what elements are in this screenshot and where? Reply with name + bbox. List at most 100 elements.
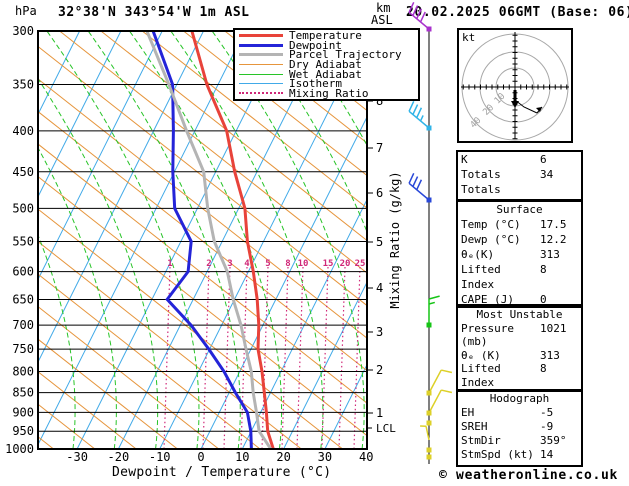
hodograph-box: 10 20 40 kt <box>457 28 573 143</box>
legend-label: Wet Adiabat <box>289 67 362 81</box>
dry-adiabat-line <box>38 273 261 449</box>
temp-tick-label: -10 <box>149 450 171 464</box>
pressure-tick-label: 1000 <box>5 442 34 456</box>
temp-tick-label: -20 <box>108 450 130 464</box>
isotherm-line <box>200 115 367 449</box>
panel-row: θₑ(K) 313 <box>458 247 581 262</box>
pressure-tick-label: 900 <box>12 405 34 419</box>
wind-barb <box>426 389 453 416</box>
parcel-trajectory-curve <box>145 31 273 449</box>
legend-label: Dry Adiabat <box>289 57 362 71</box>
panel-row: StmDir 359° <box>458 434 581 448</box>
dry-adiabat-line <box>0 31 12 449</box>
mixing-ratio-value-label: 15 <box>323 259 334 269</box>
panel-row-label: CAPE (J) <box>461 293 514 306</box>
isotherm-line <box>241 198 367 449</box>
station-title: 32°38'N 343°54'W 1m ASL <box>58 5 250 20</box>
hodograph-ring-label: 10 <box>493 92 508 107</box>
wind-barb <box>426 454 432 460</box>
isotherm-line <box>38 31 163 281</box>
mixing-ratio-line <box>321 266 329 449</box>
panel-row: StmSpd (kt) 14 <box>458 448 581 462</box>
panel-row-label: StmSpd (kt) <box>461 448 534 461</box>
legend-label: Isotherm <box>289 77 342 91</box>
legend-item: Wet Adiabat <box>235 67 418 81</box>
panel-row-value: -9 <box>540 420 554 433</box>
wet-adiabat-line <box>38 146 117 449</box>
panel-row: θₑ (K) 313 <box>458 349 581 363</box>
mixing-ratio-value-label: 4 <box>244 259 250 269</box>
panel-row-value: 359° <box>540 434 567 447</box>
temp-tick-label: -30 <box>66 450 88 464</box>
legend-item: Parcel Trajectory <box>235 48 418 62</box>
pressure-tick-label: 850 <box>12 386 34 400</box>
hodograph-unit-label: kt <box>462 31 476 44</box>
km-tick-label: 1 <box>376 406 383 420</box>
pressure-tick-label: 350 <box>12 78 34 92</box>
km-tick-label: 7 <box>376 141 383 155</box>
panel-row: Lifted Index 8 <box>458 362 581 389</box>
wet-adiabat-line <box>46 31 200 449</box>
dewpoint-curve <box>151 31 253 449</box>
legend-label: Parcel Trajectory <box>289 48 402 62</box>
run-datetime: 20.02.2025 06GMT (Base: 06) <box>406 5 629 20</box>
panel-row: Pressure (mb) 1021 <box>458 322 581 349</box>
legend-label: Mixing Ratio <box>289 86 369 100</box>
panel-row-value: 6 <box>540 153 547 166</box>
panel-row-value: 313 <box>540 248 560 261</box>
panel-row: EH -5 <box>458 406 581 420</box>
panel-row-label: K <box>461 153 468 166</box>
isotherm-line <box>38 31 246 446</box>
pressure-axis-unit: hPa <box>15 4 37 18</box>
hodograph-trace-arrowhead <box>536 107 542 112</box>
legend-swatch-mixing-ratio <box>239 92 283 95</box>
dry-adiabat-line <box>59 31 367 274</box>
temperature-curve <box>190 31 275 449</box>
panel-row-value: 34 <box>540 168 554 181</box>
isotherm-line <box>324 363 367 449</box>
panel-row-label: Pressure (mb) <box>461 321 514 349</box>
wind-barb <box>426 295 440 328</box>
pressure-tick-label: 450 <box>12 165 34 179</box>
isotherm-line <box>283 281 367 449</box>
legend-item: Dewpoint <box>235 40 418 51</box>
legend-item: Temperature <box>235 30 418 41</box>
pressure-tick-label: 800 <box>12 365 34 379</box>
altitude-axis-unit-asl: ASL <box>371 13 393 27</box>
wind-barb <box>408 2 432 32</box>
mixing-ratio-value-label: 2 <box>206 259 211 269</box>
legend-swatch-dry-adiabat <box>239 63 283 65</box>
pressure-tick-label: 400 <box>12 124 34 138</box>
temp-tick-label: 10 <box>235 450 249 464</box>
legend-item: Dry Adiabat <box>235 57 418 71</box>
panel-row: Lifted Index 8 <box>458 262 581 292</box>
panel-box-title: Hodograph <box>489 392 550 405</box>
legend-swatch-dewpoint <box>239 43 283 47</box>
legend-swatch-temperature <box>239 34 283 38</box>
mixing-ratio-line <box>353 266 361 449</box>
lcl-label: LCL <box>376 422 396 435</box>
pressure-tick-label: 700 <box>12 318 34 332</box>
legend-box: Temperature Dewpoint Parcel Trajectory Dry … <box>233 28 420 101</box>
altitude-axis-unit-km: km <box>376 1 391 15</box>
panel-row-label: SREH <box>461 420 488 433</box>
storm-motion-arrowhead <box>511 101 519 108</box>
panel-row-label: Dewp (°C) <box>461 233 521 246</box>
dry-adiabat-line <box>38 240 302 449</box>
mixing-ratio-line <box>281 266 289 449</box>
mixing-ratio-line <box>338 266 346 449</box>
wind-barb <box>426 447 432 453</box>
isotherm-line <box>38 31 122 198</box>
temp-tick-label: 0 <box>197 450 204 464</box>
dry-adiabat-line <box>38 78 367 339</box>
pressure-tick-label: 650 <box>12 292 34 306</box>
mixing-ratio-line <box>223 266 231 449</box>
mixing-ratio-value-label: 3 <box>227 259 232 269</box>
mixing-ratio-value-label: 20 <box>340 259 351 269</box>
mixing-ratio-axis-label: Mixing Ratio (g/kg) <box>388 171 402 309</box>
mixing-ratio-line <box>261 266 269 449</box>
wet-adiabat-line <box>38 233 76 449</box>
panel-row: CAPE (J) 0 <box>458 292 581 307</box>
